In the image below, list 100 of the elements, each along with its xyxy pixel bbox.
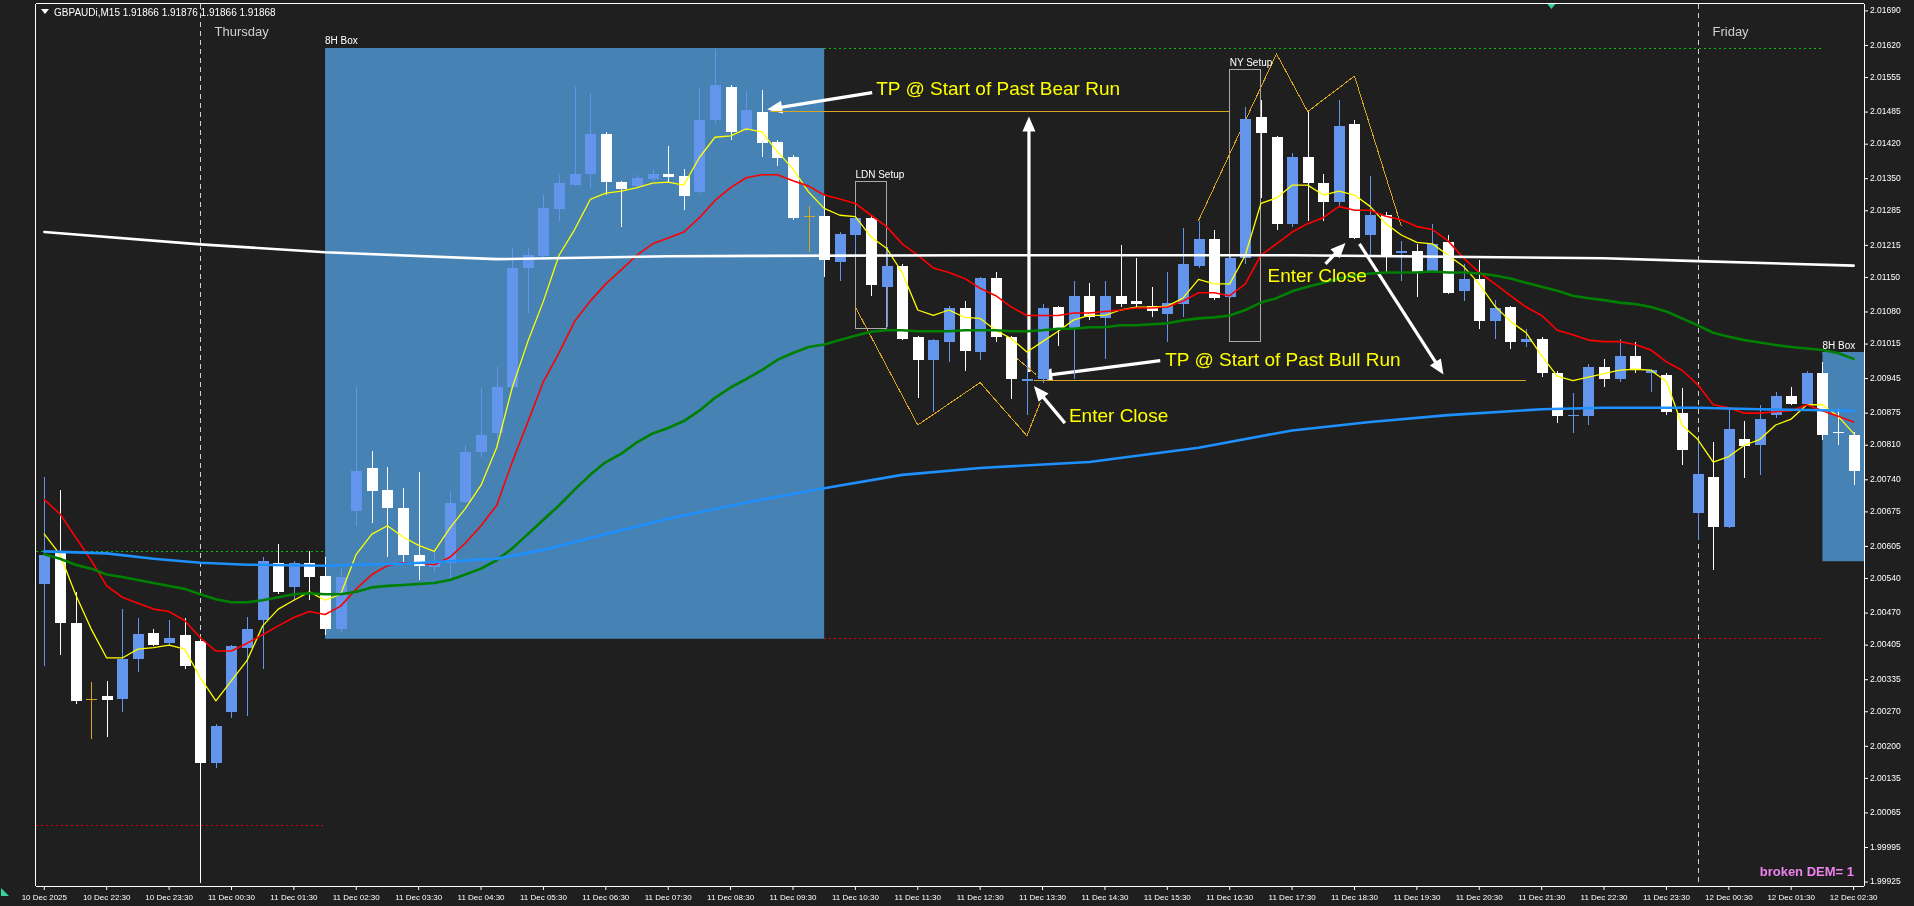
x-tick-label: 11 Dec 06:30 xyxy=(582,893,630,902)
annotation: Enter Close xyxy=(1068,405,1169,427)
candlestick xyxy=(382,466,393,558)
y-tick-label: 2.01555 xyxy=(1870,71,1901,82)
x-tick-label: 11 Dec 15:30 xyxy=(1143,893,1192,902)
candlestick xyxy=(570,86,581,187)
candlestick xyxy=(913,335,924,399)
candlestick xyxy=(741,90,752,133)
x-tick-label: 11 Dec 17:30 xyxy=(1268,893,1317,902)
ref-line-label: Thursday xyxy=(214,24,270,39)
x-tick-label: 10 Dec 23:30 xyxy=(145,893,194,902)
y-tick-label: 2.00675 xyxy=(1870,506,1901,517)
y-tick-label: 2.00945 xyxy=(1870,372,1901,383)
y-tick-label: 2.00065 xyxy=(1870,807,1901,818)
y-tick-label: 2.00875 xyxy=(1870,407,1901,418)
x-tick-label: 11 Dec 20:30 xyxy=(1455,893,1504,902)
candlestick xyxy=(1521,328,1532,348)
y-tick-label: 2.01215 xyxy=(1870,239,1901,250)
candlestick xyxy=(1365,175,1376,256)
y-tick-label: 2.01350 xyxy=(1870,172,1901,183)
y-tick-label: 2.00540 xyxy=(1870,572,1901,583)
candlestick xyxy=(1630,341,1641,374)
y-tick-label: 2.01420 xyxy=(1870,138,1901,149)
x-tick-label: 11 Dec 18:30 xyxy=(1330,893,1379,902)
series-label: NY Setup xyxy=(1229,56,1273,68)
y-tick-label: 2.01015 xyxy=(1870,338,1901,349)
x-tick-label: 11 Dec 11:30 xyxy=(894,893,942,902)
y-tick-label: 1.99995 xyxy=(1870,841,1901,852)
y-tick-label: 2.00135 xyxy=(1870,772,1901,783)
candlestick xyxy=(1459,263,1470,302)
x-tick-label: 11 Dec 02:30 xyxy=(332,893,381,902)
y-tick-label: 2.01690 xyxy=(1870,5,1901,16)
x-tick-label: 11 Dec 03:30 xyxy=(395,893,443,902)
candlestick xyxy=(928,338,939,413)
x-tick-label: 11 Dec 21:30 xyxy=(1518,893,1566,902)
y-tick-label: 2.01150 xyxy=(1870,271,1901,282)
x-tick-label: 11 Dec 05:30 xyxy=(519,893,568,902)
x-tick-label: 11 Dec 19:30 xyxy=(1393,893,1441,902)
y-tick-label: 2.00270 xyxy=(1870,706,1901,717)
candlestick xyxy=(1568,392,1579,434)
candlestick xyxy=(1318,173,1329,222)
x-tick-label: 12 Dec 00:30 xyxy=(1705,893,1754,902)
x-tick-label: 11 Dec 00:30 xyxy=(207,893,256,902)
x-tick-label: 11 Dec 04:30 xyxy=(457,893,506,902)
y-tick-label: 2.01620 xyxy=(1870,39,1901,50)
x-tick-label: 11 Dec 01:30 xyxy=(270,893,318,902)
y-tick-label: 2.00740 xyxy=(1870,474,1901,485)
x-tick-label: 12 Dec 02:30 xyxy=(1829,893,1878,902)
line-series xyxy=(1198,53,1402,227)
y-tick-label: 2.00200 xyxy=(1870,740,1901,751)
candlestick xyxy=(850,215,861,256)
x-tick-label: 10 Dec 2025 xyxy=(21,893,68,902)
annotation: Enter Close xyxy=(1267,264,1367,286)
y-tick-label: 2.00810 xyxy=(1870,439,1901,450)
chart-title: GBPAUDi,M15 1.91866 1.91876 1.91866 1.91868 xyxy=(54,7,277,18)
candlestick xyxy=(1490,299,1501,340)
y-tick-label: 1.99925 xyxy=(1870,876,1901,887)
x-tick-label: 11 Dec 22:30 xyxy=(1580,893,1629,902)
y-tick-label: 2.00405 xyxy=(1870,639,1901,650)
y-tick-label: 2.01080 xyxy=(1870,306,1901,317)
y-tick-label: 2.01285 xyxy=(1870,205,1901,216)
annotation: broken DEM= 1 xyxy=(1759,864,1854,879)
series-label: LDN Setup xyxy=(855,168,905,180)
y-tick-label: 2.01485 xyxy=(1870,106,1901,117)
candlestick xyxy=(1396,240,1407,282)
candlestick xyxy=(679,168,690,211)
candlestick xyxy=(367,450,378,524)
x-tick-label: 11 Dec 14:30 xyxy=(1081,893,1129,902)
x-tick-label: 11 Dec 08:30 xyxy=(707,893,755,902)
candlestick xyxy=(86,681,97,740)
y-tick-label: 2.00605 xyxy=(1870,540,1901,551)
x-tick-label: 10 Dec 22:30 xyxy=(82,893,132,902)
x-tick-label: 11 Dec 16:30 xyxy=(1206,893,1254,902)
candlestick xyxy=(1022,358,1033,416)
y-tick-label: 2.00470 xyxy=(1870,607,1901,618)
candlestick xyxy=(164,619,175,647)
series-label: 8H Box xyxy=(325,35,358,47)
ref-line-label: Friday xyxy=(1712,24,1750,39)
annotation: TP @ Start of Past Bear Run xyxy=(876,77,1121,99)
candlestick xyxy=(1786,386,1797,406)
x-tick-label: 11 Dec 23:30 xyxy=(1642,893,1691,902)
x-tick-label: 11 Dec 10:30 xyxy=(831,893,880,902)
x-tick-label: 11 Dec 13:30 xyxy=(1019,893,1067,902)
candlestick xyxy=(1615,338,1626,383)
candlestick xyxy=(102,680,113,738)
y-tick-label: 2.00335 xyxy=(1870,673,1901,684)
x-tick-label: 11 Dec 09:30 xyxy=(769,893,818,902)
x-tick-label: 11 Dec 12:30 xyxy=(956,893,1005,902)
series-label: 8H Box xyxy=(1822,339,1856,351)
candlestick xyxy=(476,387,487,458)
candlestick xyxy=(804,205,815,253)
line-series xyxy=(43,406,1855,567)
candlestick xyxy=(1256,99,1267,199)
candlestick xyxy=(1599,358,1610,388)
candlestick xyxy=(616,180,627,228)
candlestick xyxy=(242,616,253,717)
candlestick xyxy=(882,246,893,328)
x-tick-label: 11 Dec 07:30 xyxy=(644,893,693,902)
x-tick-label: 12 Dec 01:30 xyxy=(1767,893,1816,902)
annotation: TP @ Start of Past Bull Run xyxy=(1165,348,1401,370)
